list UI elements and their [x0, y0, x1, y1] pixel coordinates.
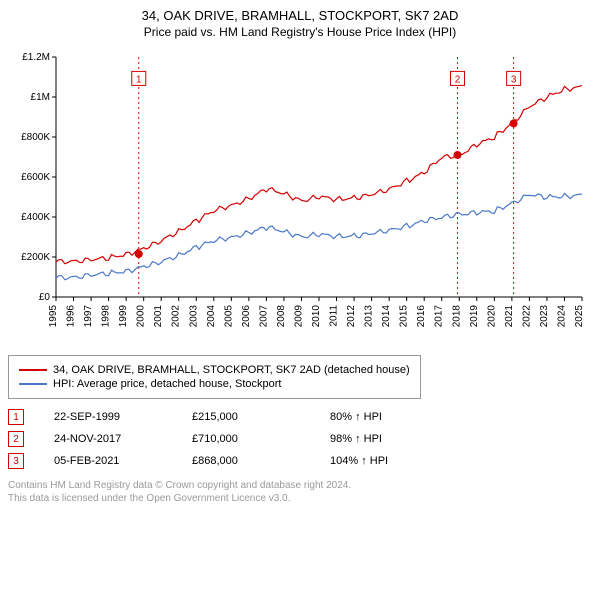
chart-bg	[8, 47, 592, 347]
ytick-label: £800K	[21, 132, 50, 143]
marker-row: 2 24-NOV-2017 £710,000 98% ↑ HPI	[8, 431, 592, 447]
xtick-label: 2024	[556, 305, 567, 328]
xtick-label: 2015	[399, 305, 410, 328]
xtick-label: 2019	[469, 305, 480, 328]
xtick-label: 2005	[223, 305, 234, 328]
marker-row-hpi: 104% ↑ HPI	[330, 455, 480, 467]
ytick-label: £600K	[21, 172, 50, 183]
xtick-label: 2016	[416, 305, 427, 328]
legend-item: 34, OAK DRIVE, BRAMHALL, STOCKPORT, SK7 …	[19, 364, 410, 376]
marker-row-date: 24-NOV-2017	[54, 433, 174, 445]
xtick-label: 2018	[451, 305, 462, 328]
xtick-label: 2012	[346, 305, 357, 328]
xtick-label: 1996	[66, 305, 77, 328]
ytick-label: £400K	[21, 212, 50, 223]
marker-row: 1 22-SEP-1999 £215,000 80% ↑ HPI	[8, 409, 592, 425]
ytick-label: £0	[39, 292, 51, 303]
price-chart: £0 £200K £400K £600K £800K £1M £1.2M 1995 1996 19…	[8, 47, 592, 347]
legend: 34, OAK DRIVE, BRAMHALL, STOCKPORT, SK7 …	[8, 355, 421, 399]
xtick-label: 1995	[48, 305, 59, 328]
xtick-label: 2008	[276, 305, 287, 328]
xtick-label: 2009	[293, 305, 304, 328]
marker-row-price: £215,000	[192, 411, 312, 423]
footer-line-1: Contains HM Land Registry data © Crown c…	[8, 479, 592, 492]
marker-row-price: £710,000	[192, 433, 312, 445]
markers-table: 1 22-SEP-1999 £215,000 80% ↑ HPI 2 24-NOV-201…	[8, 409, 592, 469]
marker-row-number: 3	[8, 453, 24, 469]
chart-subtitle: Price paid vs. HM Land Registry's House …	[8, 25, 592, 39]
marker-number: 2	[455, 74, 461, 85]
marker-row-number: 1	[8, 409, 24, 425]
marker-row-hpi: 98% ↑ HPI	[330, 433, 480, 445]
xtick-label: 2014	[381, 305, 392, 328]
title-block: 34, OAK DRIVE, BRAMHALL, STOCKPORT, SK7 …	[8, 8, 592, 39]
marker-row-hpi: 80% ↑ HPI	[330, 411, 480, 423]
marker-number: 1	[136, 74, 142, 85]
xtick-label: 2020	[486, 305, 497, 328]
xtick-label: 1998	[101, 305, 112, 328]
xtick-label: 2010	[311, 305, 322, 328]
xtick-label: 2007	[258, 305, 269, 328]
xtick-label: 2022	[521, 305, 532, 328]
legend-label: 34, OAK DRIVE, BRAMHALL, STOCKPORT, SK7 …	[53, 364, 410, 376]
legend-item: HPI: Average price, detached house, Stoc…	[19, 378, 410, 390]
ytick-label: £1M	[31, 92, 50, 103]
marker-dot	[135, 250, 143, 258]
xtick-label: 1999	[118, 305, 129, 328]
marker-row-date: 05-FEB-2021	[54, 455, 174, 467]
chart-container: £0 £200K £400K £600K £800K £1M £1.2M 1995 1996 19…	[8, 47, 592, 347]
xtick-label: 2023	[539, 305, 550, 328]
chart-title: 34, OAK DRIVE, BRAMHALL, STOCKPORT, SK7 …	[8, 8, 592, 23]
marker-row-price: £868,000	[192, 455, 312, 467]
ytick-label: £200K	[21, 252, 50, 263]
xtick-label: 2002	[171, 305, 182, 328]
xtick-label: 2013	[364, 305, 375, 328]
xtick-label: 1997	[83, 305, 94, 328]
legend-swatch	[19, 383, 47, 385]
marker-dot	[510, 119, 518, 127]
footer: Contains HM Land Registry data © Crown c…	[8, 479, 592, 505]
xtick-label: 2021	[504, 305, 515, 328]
legend-swatch	[19, 369, 47, 371]
xtick-label: 2001	[153, 305, 164, 328]
xtick-label: 2025	[574, 305, 585, 328]
xtick-label: 2011	[329, 305, 340, 327]
marker-row-number: 2	[8, 431, 24, 447]
xtick-label: 2017	[434, 305, 445, 328]
ytick-label: £1.2M	[22, 52, 50, 63]
legend-label: HPI: Average price, detached house, Stoc…	[53, 378, 282, 390]
xtick-label: 2003	[188, 305, 199, 328]
marker-row-date: 22-SEP-1999	[54, 411, 174, 423]
marker-dot	[454, 151, 462, 159]
footer-line-2: This data is licensed under the Open Gov…	[8, 492, 592, 505]
xtick-label: 2000	[136, 305, 147, 328]
marker-number: 3	[511, 74, 517, 85]
xtick-label: 2004	[206, 305, 217, 328]
marker-row: 3 05-FEB-2021 £868,000 104% ↑ HPI	[8, 453, 592, 469]
xtick-label: 2006	[241, 305, 252, 328]
